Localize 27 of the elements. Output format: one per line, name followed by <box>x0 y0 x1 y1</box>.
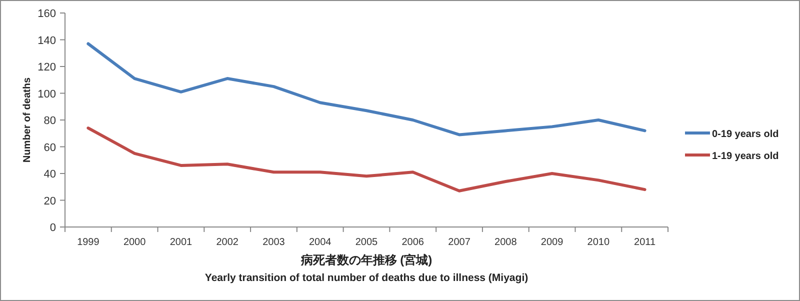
x-tick-label: 2002 <box>216 237 239 248</box>
y-tick-label: 140 <box>38 34 56 47</box>
y-tick-label: 20 <box>44 195 56 208</box>
x-tick-label: 2001 <box>170 237 193 248</box>
x-tick-label: 2011 <box>634 237 656 248</box>
x-tick-label: 2007 <box>448 237 471 248</box>
x-tick-label: 2009 <box>540 237 564 248</box>
y-tick-label: 40 <box>44 168 56 180</box>
x-tick-label: 2005 <box>355 237 378 248</box>
x-tick-label: 2010 <box>587 237 610 248</box>
legend-label: 0-19 years old <box>712 129 779 140</box>
y-tick-label: 0 <box>50 222 56 234</box>
legend-label: 1-19 years old <box>712 151 779 162</box>
y-axis-title: Number of deaths <box>22 77 33 163</box>
x-tick-label: 2003 <box>262 237 286 248</box>
y-tick-label: 80 <box>44 115 56 127</box>
text: Yearly transition of total number of deaths due to illness (Miyagi) <box>204 272 528 284</box>
x-tick-label: 2006 <box>402 237 424 248</box>
x-tick-label: 2004 <box>308 237 332 248</box>
x-axis-title: 病死者数の年推移 (宮城) <box>300 253 432 267</box>
x-tick-label: 1999 <box>77 237 100 248</box>
y-tick-label: 160 <box>38 8 56 20</box>
y-tick-label: 100 <box>38 88 56 100</box>
x-tick-label: 2000 <box>123 237 146 248</box>
y-tick-label: 120 <box>38 62 56 74</box>
y-tick-label: 60 <box>44 142 56 154</box>
x-tick-label: 2008 <box>494 237 518 248</box>
